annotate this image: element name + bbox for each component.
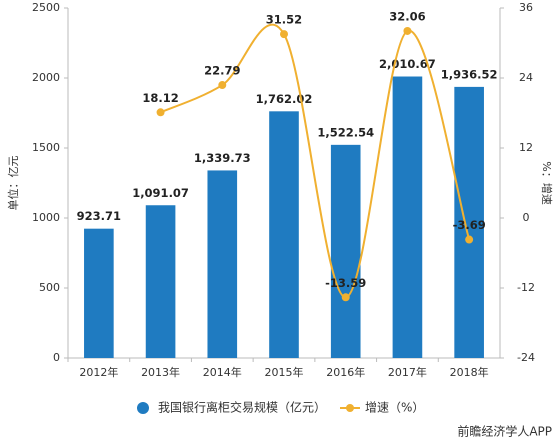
bar-value-label: 1,522.54 — [317, 125, 374, 139]
line-value-label: -13.59 — [325, 276, 366, 290]
y-tick-label: 2500 — [32, 1, 60, 14]
line-value-label: 18.12 — [142, 91, 178, 105]
line-value-label: 31.52 — [266, 13, 302, 27]
x-tick-label: 2018年 — [450, 365, 489, 379]
bar-value-label: 1,762.02 — [256, 92, 313, 106]
x-tick-label: 2015年 — [265, 365, 304, 379]
line-value-label: -3.69 — [453, 218, 486, 232]
bar — [269, 111, 299, 358]
y-tick-label: 0 — [53, 351, 60, 364]
x-tick-label: 2013年 — [141, 365, 180, 379]
legend-label: 我国银行离柜交易规模（亿元） — [158, 400, 326, 415]
x-tick-label: 2014年 — [203, 365, 242, 379]
bar — [84, 228, 114, 358]
bar — [392, 76, 423, 359]
y-tick-label: 2000 — [32, 71, 60, 84]
line-point — [341, 293, 350, 302]
bar-value-label: 1,936.52 — [441, 67, 498, 81]
source: 前瞻经济学人APP — [457, 424, 552, 439]
bar — [207, 170, 238, 358]
bar-value-label: 1,339.73 — [194, 151, 251, 165]
line-value-label: 22.79 — [204, 64, 240, 78]
legend-label: 增速（%） — [365, 401, 424, 415]
line-point — [465, 235, 474, 244]
line — [160, 23, 471, 299]
bar-value-label: 923.71 — [77, 209, 121, 223]
y2-tick-label: -12 — [517, 281, 535, 294]
y-tick-label: 500 — [39, 281, 60, 294]
y2-tick-label: 12 — [519, 141, 533, 154]
bar — [454, 86, 484, 358]
legend-swatch — [137, 402, 149, 414]
line-point — [280, 30, 288, 39]
y-axis-label: 单位：亿元 — [6, 156, 20, 211]
y2-tick-label: 0 — [523, 211, 530, 224]
line-point — [156, 108, 165, 117]
line-value-label: 32.06 — [389, 9, 425, 23]
bar — [145, 205, 176, 358]
line-point — [403, 26, 412, 35]
x-tick-label: 2016年 — [326, 365, 365, 379]
y2-tick-label: 24 — [519, 71, 533, 84]
legend-swatch — [346, 404, 354, 412]
y2-tick-label: 36 — [519, 1, 533, 14]
y2-tick-label: -24 — [517, 351, 535, 364]
y-tick-label: 1500 — [32, 141, 60, 154]
y2-axis-label: %：增速 — [540, 161, 554, 204]
line-point — [218, 81, 227, 90]
x-tick-label: 2012年 — [79, 365, 118, 379]
bar-value-label: 1,091.07 — [132, 186, 189, 200]
bar — [330, 144, 361, 358]
y-tick-label: 1000 — [32, 211, 60, 224]
x-tick-label: 2017年 — [388, 365, 427, 379]
